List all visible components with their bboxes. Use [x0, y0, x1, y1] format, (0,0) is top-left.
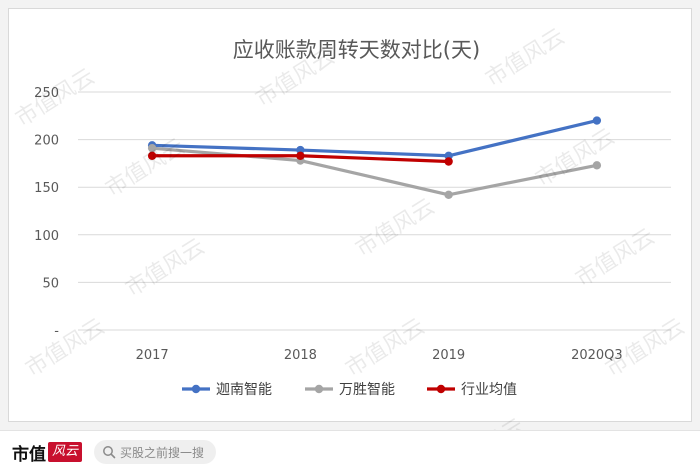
- y-tick-label: 100: [34, 229, 59, 244]
- legend-marker: [191, 384, 201, 394]
- brand-logo[interactable]: 市值 风云: [12, 440, 83, 465]
- data-point: [444, 157, 453, 166]
- legend-label: 万胜智能: [339, 382, 395, 398]
- legend-marker: [314, 384, 324, 394]
- y-tick-label: 200: [34, 134, 59, 149]
- series-line: [150, 118, 599, 158]
- search-bar[interactable]: 买股之前搜一搜: [94, 440, 216, 464]
- search-icon: [103, 446, 116, 459]
- chart-card: 应收账款周转天数对比(天) - 50 100 150 200 250 2017 2018 2019…: [8, 8, 692, 422]
- legend-label: 迦南智能: [216, 382, 272, 398]
- x-tick-label: 2020Q3: [571, 348, 623, 363]
- line-chart: 应收账款周转天数对比(天) - 50 100 150 200 250 2017 2018 2019…: [34, 38, 671, 398]
- x-tick-label: 2018: [284, 348, 317, 363]
- data-point: [444, 190, 453, 200]
- legend-marker: [436, 384, 446, 394]
- y-tick-label: 50: [42, 276, 59, 291]
- search-placeholder: 买股之前搜一搜: [120, 445, 205, 460]
- x-tick-label: 2017: [136, 348, 169, 363]
- y-tick-label: 250: [34, 86, 59, 101]
- footer-bar: 市值 风云 买股之前搜一搜: [0, 430, 700, 474]
- legend-label: 行业均值: [461, 382, 517, 398]
- data-point: [592, 161, 602, 170]
- x-tick-label: 2019: [432, 348, 465, 363]
- data-point: [147, 143, 157, 153]
- y-tick-label: -: [54, 324, 59, 339]
- y-tick-label: 150: [34, 181, 59, 196]
- data-point: [147, 151, 157, 160]
- chart-title: 应收账款周转天数对比(天): [233, 38, 480, 62]
- brand-text: 市值: [12, 444, 46, 465]
- data-point: [592, 116, 602, 125]
- brand-seal: 风云: [48, 442, 83, 462]
- data-point: [296, 151, 305, 160]
